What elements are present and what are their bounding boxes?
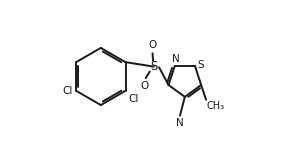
Text: N: N bbox=[172, 54, 180, 64]
Text: O: O bbox=[140, 81, 148, 91]
Text: Cl: Cl bbox=[128, 94, 138, 104]
Text: S: S bbox=[198, 60, 205, 70]
Text: CH₃: CH₃ bbox=[207, 101, 225, 111]
Text: S: S bbox=[150, 60, 158, 73]
Text: O: O bbox=[148, 40, 156, 50]
Text: Cl: Cl bbox=[63, 86, 73, 96]
Text: N: N bbox=[176, 118, 184, 128]
